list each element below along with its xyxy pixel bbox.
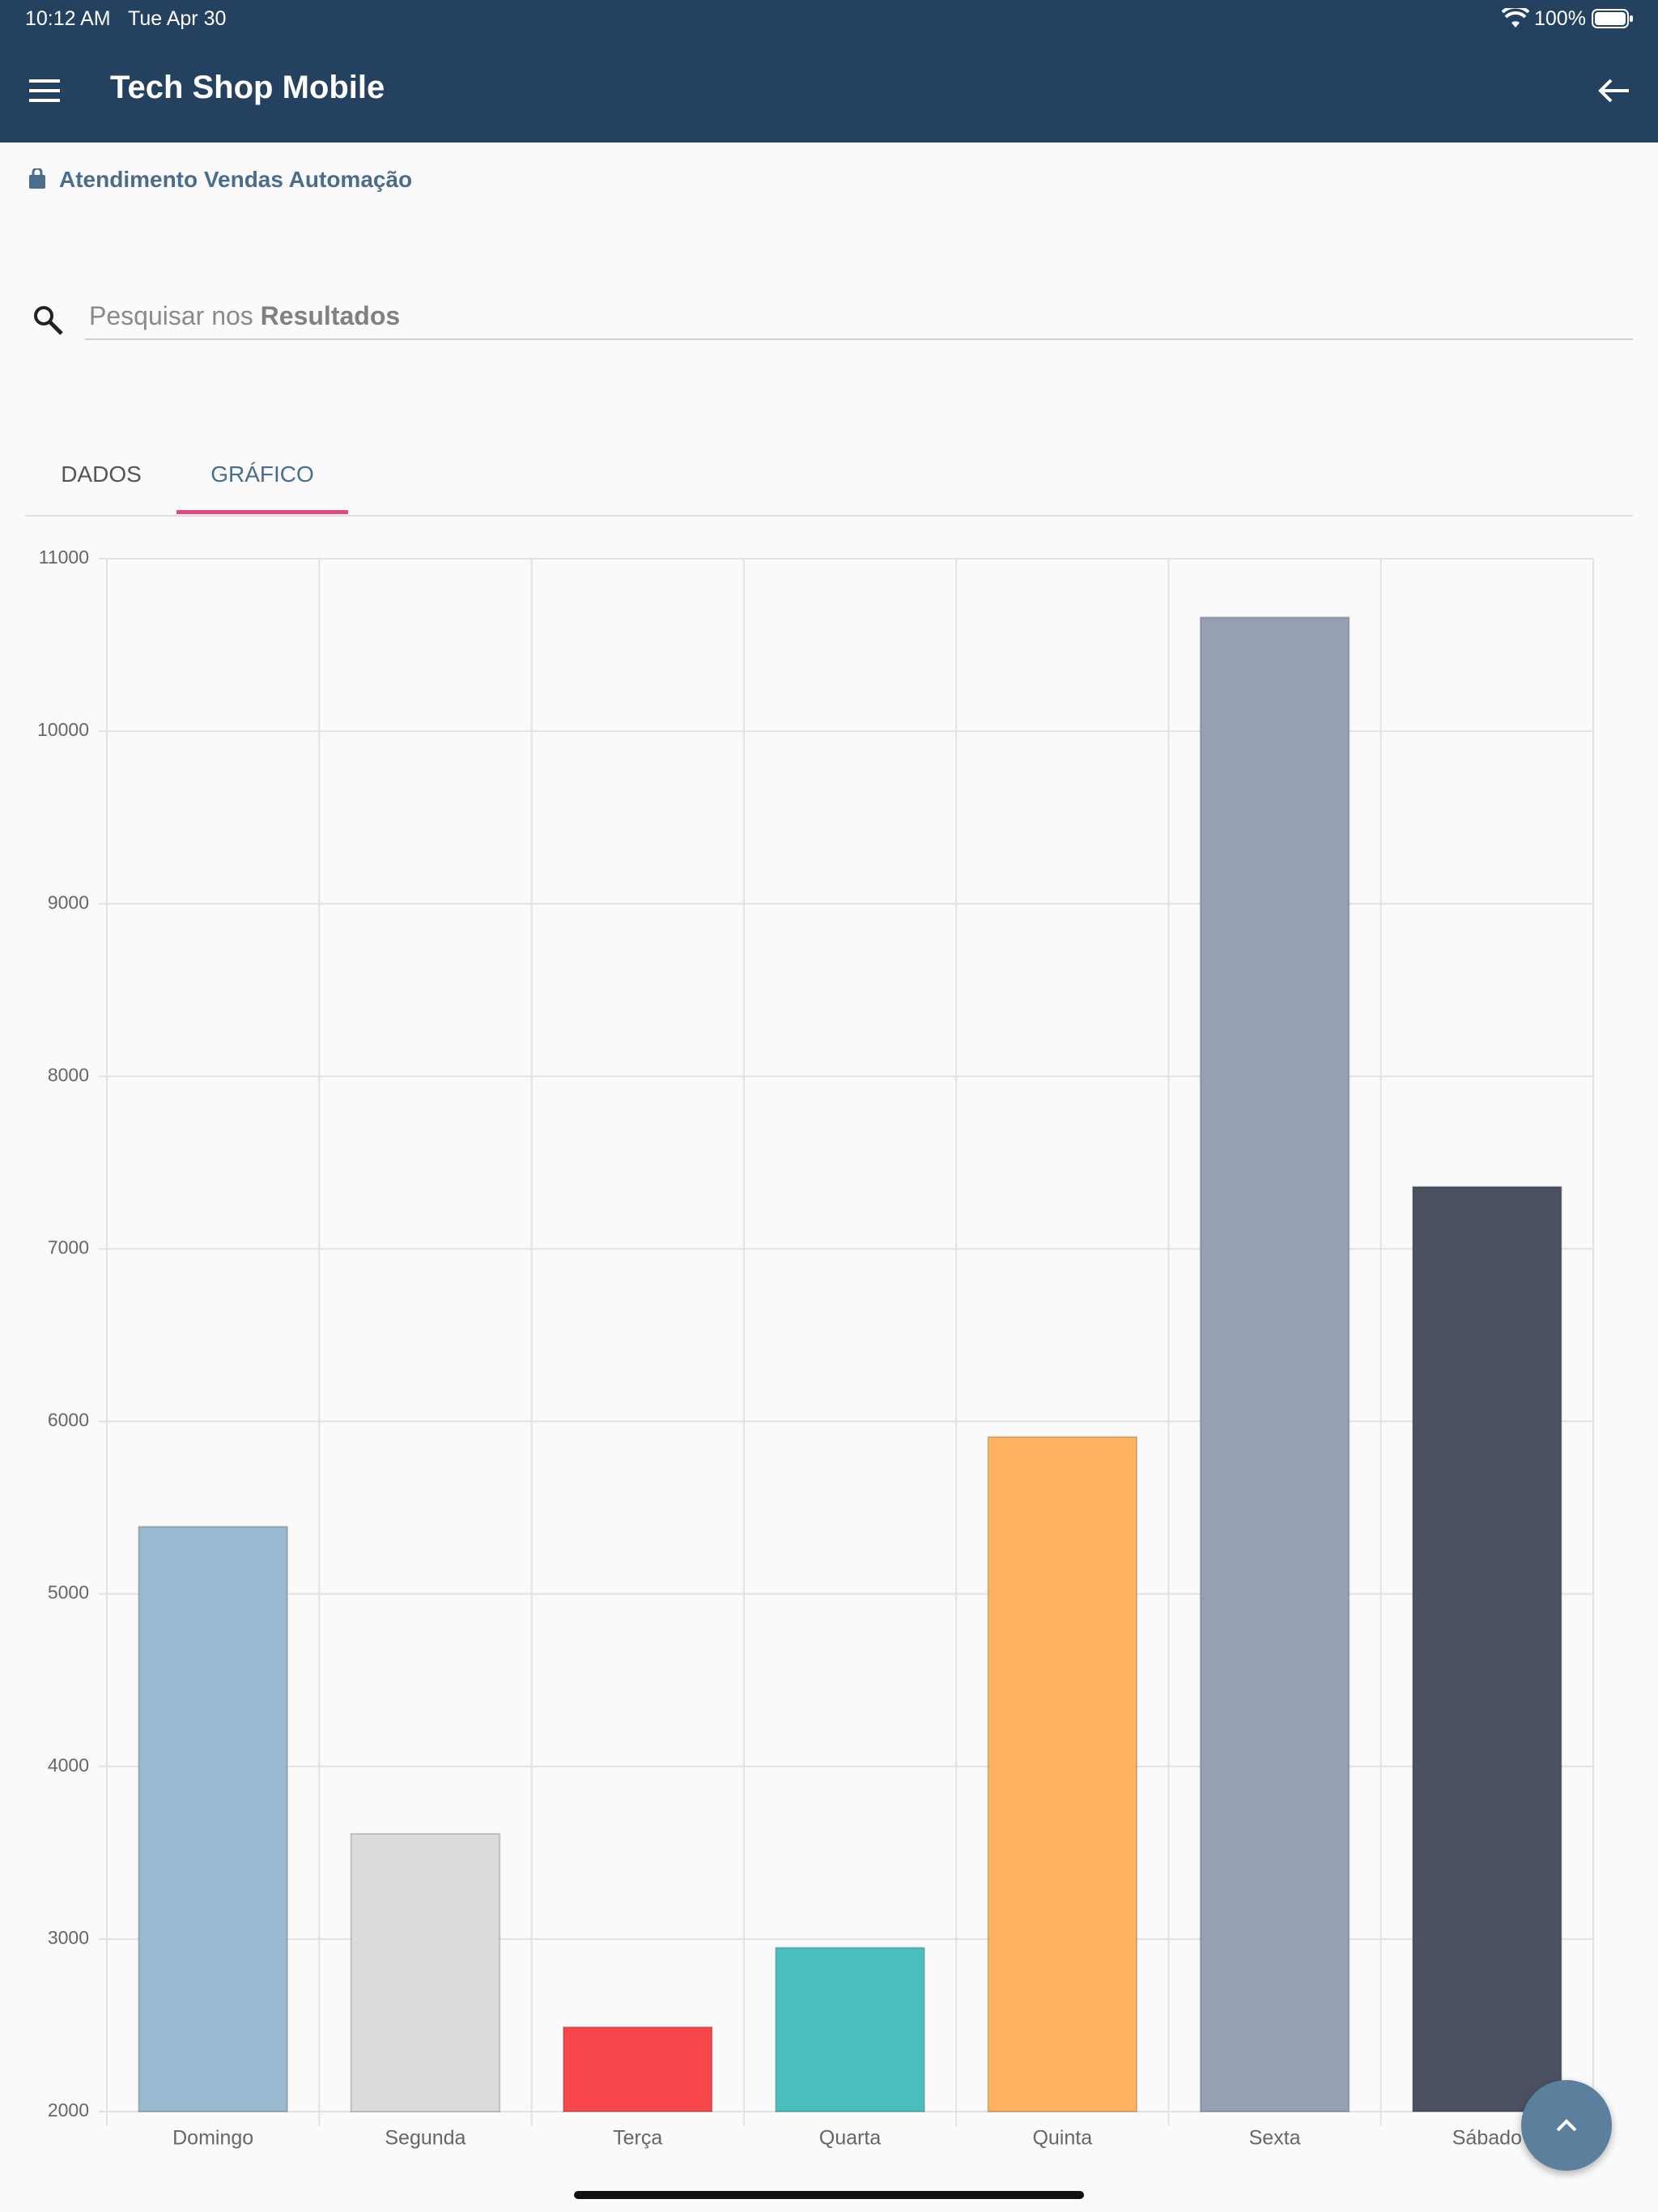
back-button[interactable] [1598,78,1630,104]
tab[interactable]: GRÁFICO [210,462,314,487]
tab-divider [25,515,1633,517]
x-tick-label: Quinta [1032,2127,1092,2150]
y-tick-label: 4000 [48,1755,89,1776]
bar [1199,616,1350,2113]
home-indicator [574,2191,1084,2199]
app-title: Tech Shop Mobile [110,70,385,105]
x-tick-label: Sexta [1249,2127,1301,2150]
y-tick-label: 11000 [39,547,89,568]
y-tick-label: 2000 [48,2099,89,2121]
y-tick-label: 7000 [48,1237,89,1258]
y-tick-label: 3000 [48,1927,89,1948]
y-tick-label: 8000 [48,1064,89,1085]
search-placeholder-bold: Resultados [260,301,401,330]
search-placeholder: Pesquisar nos [89,301,253,330]
chevron-up-icon [1556,2119,1577,2132]
tab-indicator [176,510,348,514]
x-tick-label: Domingo [172,2127,253,2150]
page-subtitle: Atendimento Vendas Automação [59,167,413,192]
x-tick-label: Terça [613,2127,662,2150]
tab[interactable]: DADOS [61,462,142,487]
x-tick-label: Sábado [1452,2127,1522,2150]
search-input[interactable]: Pesquisar nos Resultados [89,301,400,331]
y-tick-label: 9000 [48,891,89,912]
search-icon [34,306,63,335]
app-bar [0,0,1658,143]
wifi-icon [1502,8,1529,28]
bar [138,1525,288,2112]
bar [775,1946,925,2112]
menu-button[interactable] [29,78,62,104]
battery-icon [1592,9,1633,28]
bar [987,1436,1138,2113]
search-underline [85,338,1633,340]
status-date: Tue Apr 30 [128,7,227,30]
y-tick-label: 6000 [48,1410,89,1431]
bag-icon [29,168,45,189]
bar [1412,1185,1562,2112]
x-tick-label: Segunda [385,2127,466,2150]
scroll-top-button[interactable] [1521,2080,1612,2171]
bar [562,2026,713,2113]
battery-level: 100% [1534,7,1586,30]
x-tick-label: Quarta [819,2127,882,2150]
y-tick-label: 10000 [37,719,89,740]
bar [350,1832,501,2112]
y-tick-label: 5000 [48,1582,89,1603]
chart: 2000 3000 4000 5000 6000 7000 8000 9000 10000 110… [37,547,1594,2150]
status-time: 10:12 AM [25,7,111,30]
